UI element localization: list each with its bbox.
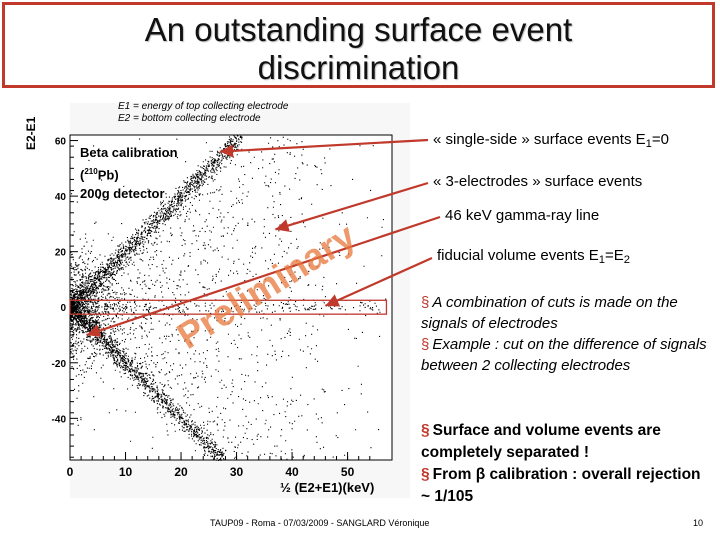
bullet-1-text: A combination of cuts is made on the sig… — [421, 294, 678, 332]
bullet-marker: § — [421, 422, 430, 439]
conclusion-1-text: Surface and volume events are completely… — [421, 422, 661, 461]
annotation-arrows — [86, 138, 441, 338]
axes: 0 10 20 30 40 50 -40 -20 0 20 40 60 — [52, 134, 388, 479]
fiducial-text: fiducial volume events E — [437, 247, 599, 264]
calibration-label: Beta calibration (210Pb) 200g detector — [80, 143, 178, 203]
bullet-2: § Example : cut on the difference of sign… — [421, 334, 711, 376]
arrow-gamma-line — [86, 215, 441, 338]
bullet-1: § A combination of cuts is made on the si… — [421, 292, 711, 334]
beta-symbol: β — [475, 466, 486, 483]
y-tick-label: -40 — [52, 414, 67, 425]
isotope-symbol: Pb) — [97, 167, 119, 183]
title-line-1: An outstanding surface event — [144, 11, 573, 48]
y-tick-label: 0 — [60, 303, 66, 314]
arrow-single-side — [219, 138, 429, 158]
y-tick-label: 20 — [55, 248, 67, 259]
footer-text: TAUP09 - Roma - 07/03/2009 - SANGLARD Vé… — [210, 518, 430, 528]
fiducial-label: fiducial volume events E1=E2 — [437, 247, 630, 266]
y-tick-label: 40 — [55, 192, 67, 203]
bullet-2-text: Example : cut on the difference of signa… — [421, 336, 707, 374]
arrow-3-electrodes — [275, 181, 429, 232]
fiducial-cut-box — [69, 299, 388, 315]
fiducial-sub-1: 1 — [598, 253, 606, 266]
single-side-sub: 1 — [645, 137, 652, 150]
cuts-description: § A combination of cuts is made on the si… — [421, 292, 711, 376]
x-tick-label: 30 — [230, 465, 244, 479]
arrow-fiducial — [324, 256, 433, 307]
conclusion-2-end: calibration : overall rejection ~ 1/105 — [421, 466, 701, 505]
isotope-mass: 210 — [84, 167, 98, 176]
single-side-text: « single-side » surface events E — [433, 131, 646, 148]
legend-line-2: E2 = bottom collecting electrode — [118, 113, 261, 124]
title-box: An outstanding surface event discriminat… — [2, 2, 715, 88]
conclusion-2-start: From — [432, 466, 476, 483]
calibration-paren: ( — [80, 167, 85, 183]
conclusion-2: § From β calibration : overall rejection … — [421, 464, 711, 508]
slide-title: An outstanding surface event discriminat… — [5, 11, 712, 87]
conclusion-block: § Surface and volume events are completel… — [421, 420, 711, 508]
title-line-2: discrimination — [257, 49, 460, 86]
gamma-line-label: 46 keV gamma-ray line — [445, 207, 600, 224]
y-tick-label: 60 — [55, 137, 67, 148]
calibration-line-3: 200g detector — [80, 186, 165, 202]
bullet-marker: § — [421, 336, 430, 353]
calibration-line-1: Beta calibration — [80, 145, 178, 160]
fiducial-sub-2: 2 — [623, 253, 631, 266]
single-side-tail: =0 — [651, 131, 669, 148]
fiducial-mid: =E — [605, 247, 624, 264]
y-tick-label: -20 — [52, 359, 67, 370]
x-tick-label: 10 — [119, 465, 133, 479]
x-tick-label: 40 — [285, 465, 299, 479]
three-electrodes-label: « 3-electrodes » surface events — [433, 173, 643, 190]
single-side-label: « single-side » surface events E1=0 — [433, 131, 669, 150]
page-number: 10 — [693, 518, 704, 528]
y-axis-label: E2-E1 — [24, 116, 38, 150]
x-tick-label: 0 — [67, 465, 74, 479]
legend-line-1: E1 = energy of top collecting electrode — [118, 101, 289, 112]
calibration-line-2: (210Pb) — [80, 162, 178, 184]
x-tick-label: 20 — [174, 465, 188, 479]
x-axis-label: ½ (E2+E1)(keV) — [280, 480, 375, 495]
x-tick-label: 50 — [341, 465, 355, 479]
conclusion-1: § Surface and volume events are completel… — [421, 420, 711, 464]
bullet-marker: § — [421, 294, 430, 311]
bullet-marker: § — [421, 466, 430, 483]
